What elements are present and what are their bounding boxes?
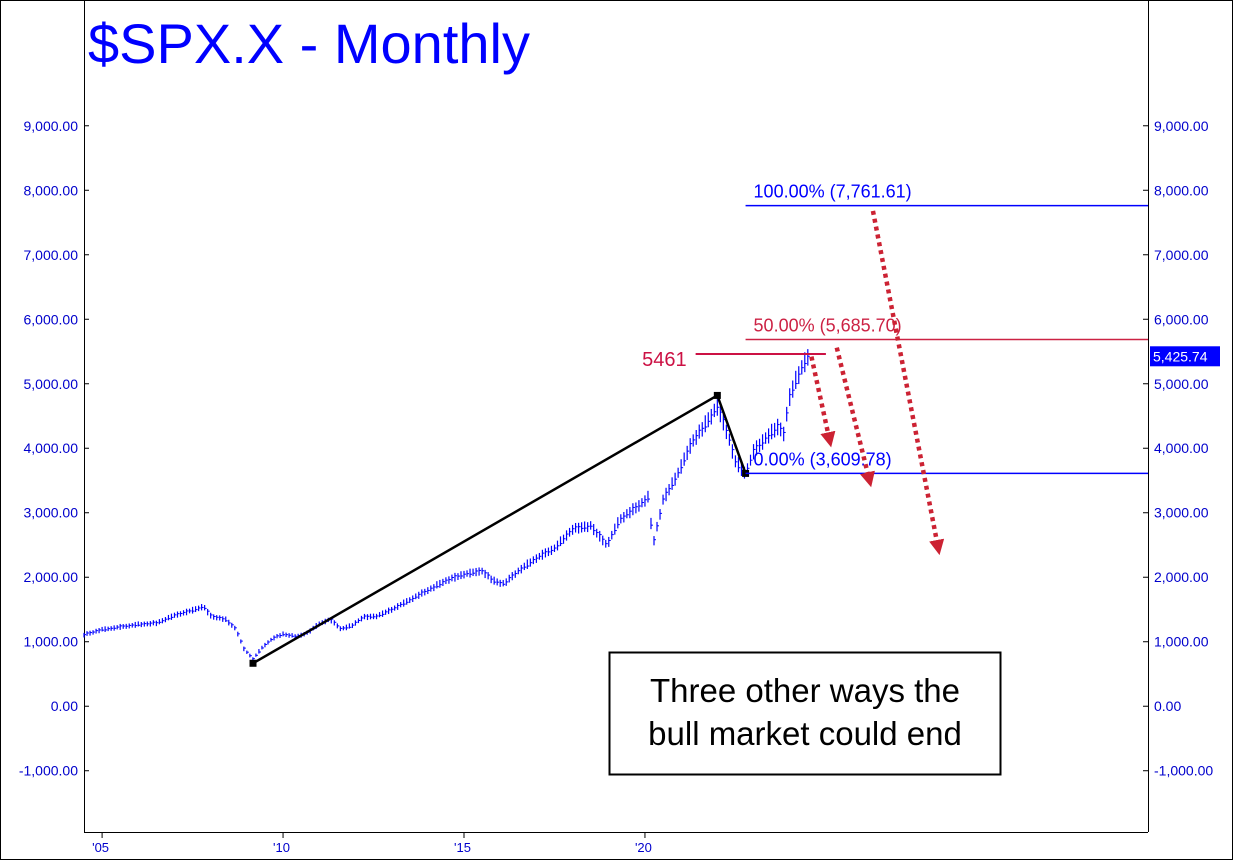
y-tick-label-left: 8,000.00 (24, 182, 79, 198)
y-tick-label-right: 3,000.00 (1154, 505, 1209, 521)
chart-title: $SPX.X - Monthly (88, 12, 530, 75)
projection-arrow (809, 356, 836, 448)
fib-targets: 100.00% (7,761.61) 50.00% (5,685.70) 0.00%… (745, 182, 1148, 475)
y-tick-label-left: -1,000.00 (19, 763, 78, 779)
price-series (83, 349, 810, 661)
annotation-line-1: Three other ways the (650, 672, 960, 709)
y-tick-label-right: -1,000.00 (1154, 763, 1213, 779)
y-axis-left: 9,000.00 8,000.00 7,000.00 6,000.00 5,000.00… (19, 118, 89, 779)
fib-label: 100.00% (7,761.61) (754, 182, 912, 202)
y-tick-label-left: 6,000.00 (24, 311, 79, 327)
last-price-box (1150, 346, 1220, 367)
y-tick-label-right: 9,000.00 (1154, 118, 1209, 134)
y-tick-label-right: 0.00 (1154, 698, 1181, 714)
y-tick-label-left: 9,000.00 (24, 118, 79, 134)
projection-arrow (834, 347, 875, 488)
x-axis: '05 '10 '15 '20 (92, 832, 652, 855)
y-tick-label-right: 4,000.00 (1154, 440, 1209, 456)
y-axis-right: 9,000.00 8,000.00 7,000.00 6,000.00 5,000.00… (1143, 118, 1213, 779)
last-price-tag: 5,425.74 (1150, 346, 1220, 367)
x-tick-label: '15 (454, 840, 471, 855)
y-tick-label-left: 2,000.00 (24, 569, 79, 585)
annotation-box (608, 651, 1002, 776)
fib-label: 0.00% (3,609.78) (754, 449, 892, 469)
last-price-value: 5,425.74 (1153, 348, 1208, 364)
level-5461-label: 5461 (642, 349, 687, 371)
pattern-point (713, 391, 721, 399)
y-tick-label-left: 7,000.00 (24, 247, 79, 263)
y-tick-label-left: 0.00 (51, 698, 78, 714)
y-tick-label-left: 4,000.00 (24, 440, 79, 456)
projection-arrows (809, 210, 945, 556)
projection-arrow (870, 210, 945, 556)
y-tick-label-left: 3,000.00 (24, 505, 79, 521)
pattern-point (249, 659, 257, 667)
annotation-line-2: bull market could end (648, 715, 962, 752)
y-tick-label-left: 5,000.00 (24, 376, 79, 392)
x-tick-label: '05 (92, 840, 109, 855)
y-tick-label-right: 1,000.00 (1154, 634, 1209, 650)
y-tick-label-right: 8,000.00 (1154, 182, 1209, 198)
fib-label: 50.00% (5,685.70) (754, 316, 902, 336)
y-tick-label-right: 5,000.00 (1154, 376, 1209, 392)
x-tick-label: '10 (273, 840, 290, 855)
y-tick-label-left: 1,000.00 (24, 634, 79, 650)
y-tick-label-right: 6,000.00 (1154, 311, 1209, 327)
x-tick-label: '20 (635, 840, 652, 855)
y-tick-label-right: 7,000.00 (1154, 247, 1209, 263)
y-tick-label-right: 2,000.00 (1154, 569, 1209, 585)
